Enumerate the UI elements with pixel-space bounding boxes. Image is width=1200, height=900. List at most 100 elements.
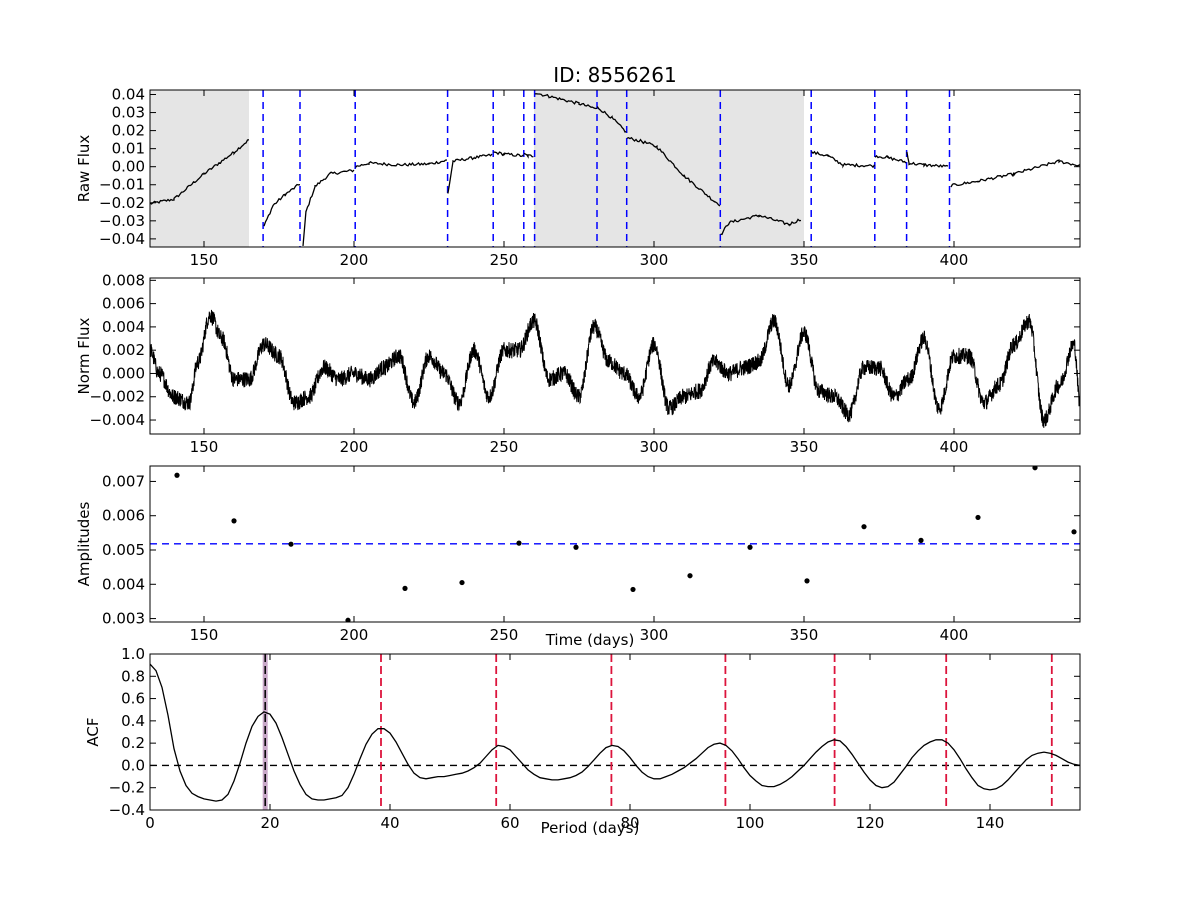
x-tick-label: 400 (940, 438, 969, 456)
y-tick-label: −0.01 (99, 176, 145, 194)
acf-panel: 0 20 40 60 80 100 120 140 −0.4 −0.2 0.0 0.2 0.4 0.6 0.… (84, 645, 1081, 837)
y-tick-label: 0.003 (102, 610, 145, 628)
y-tick-label: 0.02 (112, 122, 145, 140)
x-tick-label: 150 (190, 438, 219, 456)
y-tick-label: −0.4 (109, 801, 145, 819)
y-tick-label: −0.03 (99, 212, 145, 230)
y-tick-label: 0.4 (121, 712, 145, 730)
amplitude-point-0 (174, 472, 180, 478)
y-tick-label: 0.000 (102, 364, 145, 382)
x-tick-label: 250 (490, 438, 519, 456)
x-tick-label: 140 (976, 814, 1005, 832)
amplitude-point-14 (975, 514, 981, 521)
x-tick-label: 350 (790, 438, 819, 456)
x-tick-label: 350 (790, 626, 819, 644)
x-tick-label: 150 (190, 251, 219, 269)
amplitude-point-1 (231, 518, 237, 524)
x-tick-label: 400 (940, 626, 969, 644)
shaded-region-1 (534, 90, 804, 247)
x-tick-label: 200 (340, 438, 369, 456)
raw-flux-segment-10 (720, 214, 802, 236)
raw-flux-segment-14 (950, 159, 1080, 188)
x-tick-label: 40 (380, 814, 399, 832)
amplitudes-panel: 150 200 250 300 350 400 0.003 0.004 0.005 0.006 0.… (75, 465, 1081, 649)
amplitudes-axes-frame (149, 465, 1081, 623)
y-tick-label: 0.004 (102, 318, 145, 336)
amplitude-point-10 (747, 544, 753, 550)
x-tick-label: 400 (940, 251, 969, 269)
amplitudes-plot-area (150, 466, 1080, 622)
y-tick-label: 0.006 (102, 507, 145, 525)
raw-flux-ylabel: Raw Flux (75, 135, 93, 203)
norm-flux-plot-area (150, 309, 1080, 428)
y-tick-label: −0.002 (89, 388, 145, 406)
raw-flux-segment-1 (263, 183, 301, 227)
amplitude-point-4 (402, 585, 408, 592)
raw-flux-axes-frame (149, 89, 1081, 248)
x-tick-label: 80 (620, 814, 639, 832)
x-tick-label: 300 (640, 438, 669, 456)
x-tick-label: 350 (790, 251, 819, 269)
x-tick-label: 150 (190, 626, 219, 644)
y-tick-label: −0.02 (99, 194, 145, 212)
raw-flux-segment-3 (355, 159, 448, 168)
raw-flux-segment-0 (150, 139, 250, 205)
raw-flux-plot-area (150, 90, 1080, 247)
raw-flux-segment-13 (906, 151, 949, 168)
acf-series (150, 663, 1080, 802)
raw-flux-segment-4 (447, 153, 493, 194)
amplitude-point-15 (1032, 466, 1038, 471)
y-tick-label: 0.04 (112, 86, 145, 104)
amplitude-point-6 (516, 540, 522, 546)
amplitude-point-2 (288, 541, 294, 547)
norm-flux-ylabel: Norm Flux (75, 317, 93, 394)
raw-flux-segment-8 (596, 106, 627, 133)
amplitude-point-12 (861, 524, 867, 530)
y-tick-label: 0.0 (121, 756, 145, 774)
raw-flux-segment-6 (523, 152, 534, 159)
y-tick-label: 0.006 (102, 295, 145, 313)
x-tick-label: 300 (640, 251, 669, 269)
y-tick-label: 0.008 (102, 271, 145, 289)
amplitude-point-3 (345, 617, 351, 622)
y-tick-label: 0.004 (102, 575, 145, 593)
amplitude-point-11 (804, 578, 810, 584)
x-tick-label: 300 (640, 626, 669, 644)
x-tick-label: 0 (145, 814, 155, 832)
acf-xlabel: Period (days) (541, 819, 640, 837)
y-tick-label: −0.004 (89, 411, 145, 429)
raw-flux-segment-11 (811, 150, 876, 169)
amplitude-point-8 (630, 586, 636, 593)
amplitude-point-9 (687, 573, 693, 579)
amplitude-point-16 (1071, 529, 1077, 535)
y-tick-label: 0.00 (112, 158, 145, 176)
norm-flux-series (150, 309, 1080, 428)
raw-flux-segment-7 (534, 93, 598, 110)
norm-flux-axes-frame (149, 277, 1081, 435)
x-tick-label: 200 (340, 626, 369, 644)
raw-flux-segment-5 (493, 151, 524, 157)
amplitude-point-13 (918, 537, 924, 544)
x-tick-label: 120 (856, 814, 885, 832)
x-tick-label: 20 (260, 814, 279, 832)
raw-flux-segment-12 (874, 154, 907, 164)
amplitudes-xlabel: Time (days) (545, 631, 635, 649)
y-tick-label: 0.6 (121, 690, 145, 708)
acf-axes-frame (149, 653, 1081, 811)
acf-plot-area (150, 654, 1080, 810)
y-tick-label: 0.8 (121, 667, 145, 685)
y-tick-label: 0.007 (102, 472, 145, 490)
amplitude-point-5 (459, 579, 465, 586)
raw-flux-segment-9 (626, 136, 721, 207)
y-tick-label: 1.0 (121, 645, 145, 663)
shaded-region-0 (150, 90, 249, 247)
amplitude-point-7 (573, 544, 579, 550)
y-tick-label: −0.2 (109, 779, 145, 797)
y-tick-label: −0.04 (99, 230, 145, 248)
y-tick-label: 0.01 (112, 140, 145, 158)
x-tick-label: 60 (500, 814, 519, 832)
x-tick-label: 250 (490, 626, 519, 644)
y-tick-label: 0.03 (112, 104, 145, 122)
x-tick-label: 250 (490, 251, 519, 269)
